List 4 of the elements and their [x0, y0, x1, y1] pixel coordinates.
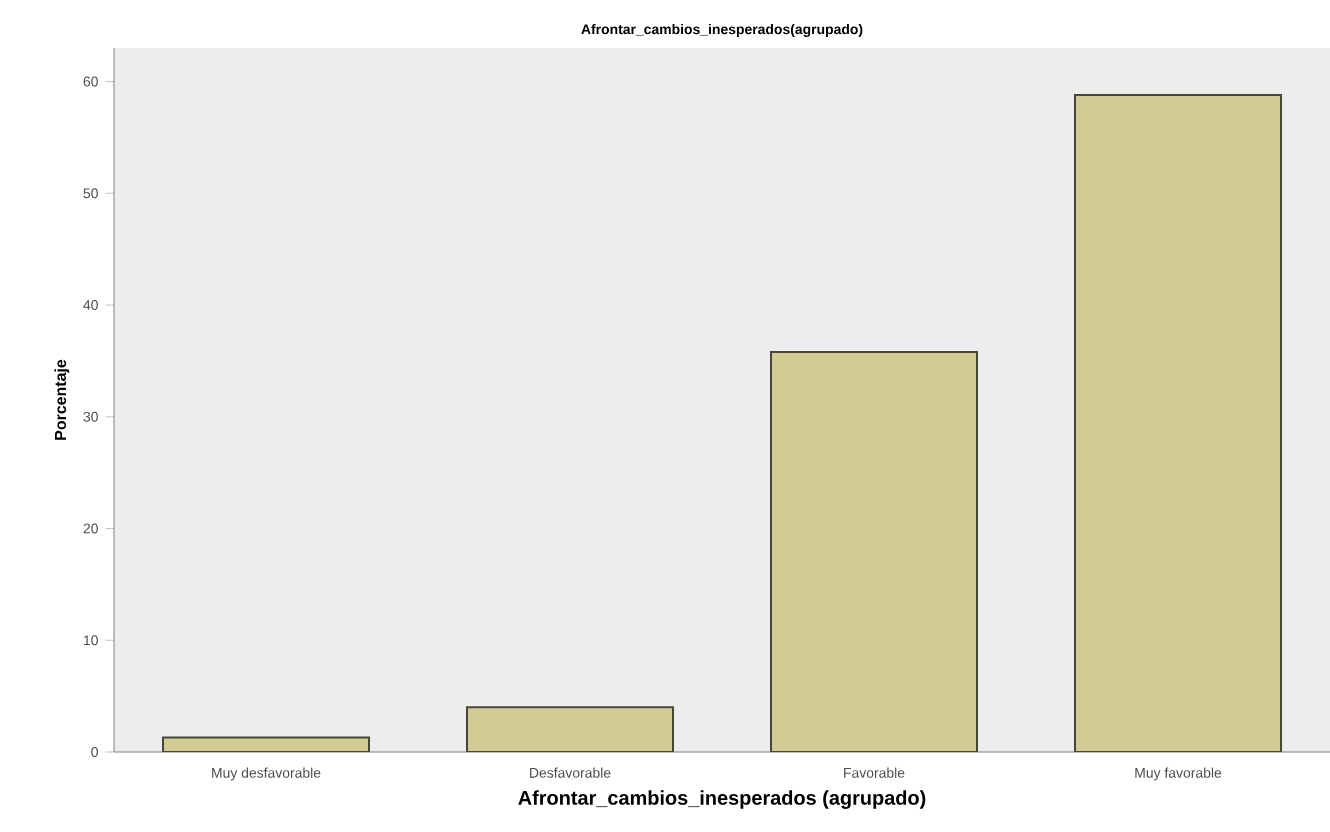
x-axis-title: Afrontar_cambios_inesperados (agrupado) [518, 790, 926, 809]
bar [1074, 93, 1283, 752]
bar [770, 350, 979, 752]
bar [466, 706, 675, 752]
